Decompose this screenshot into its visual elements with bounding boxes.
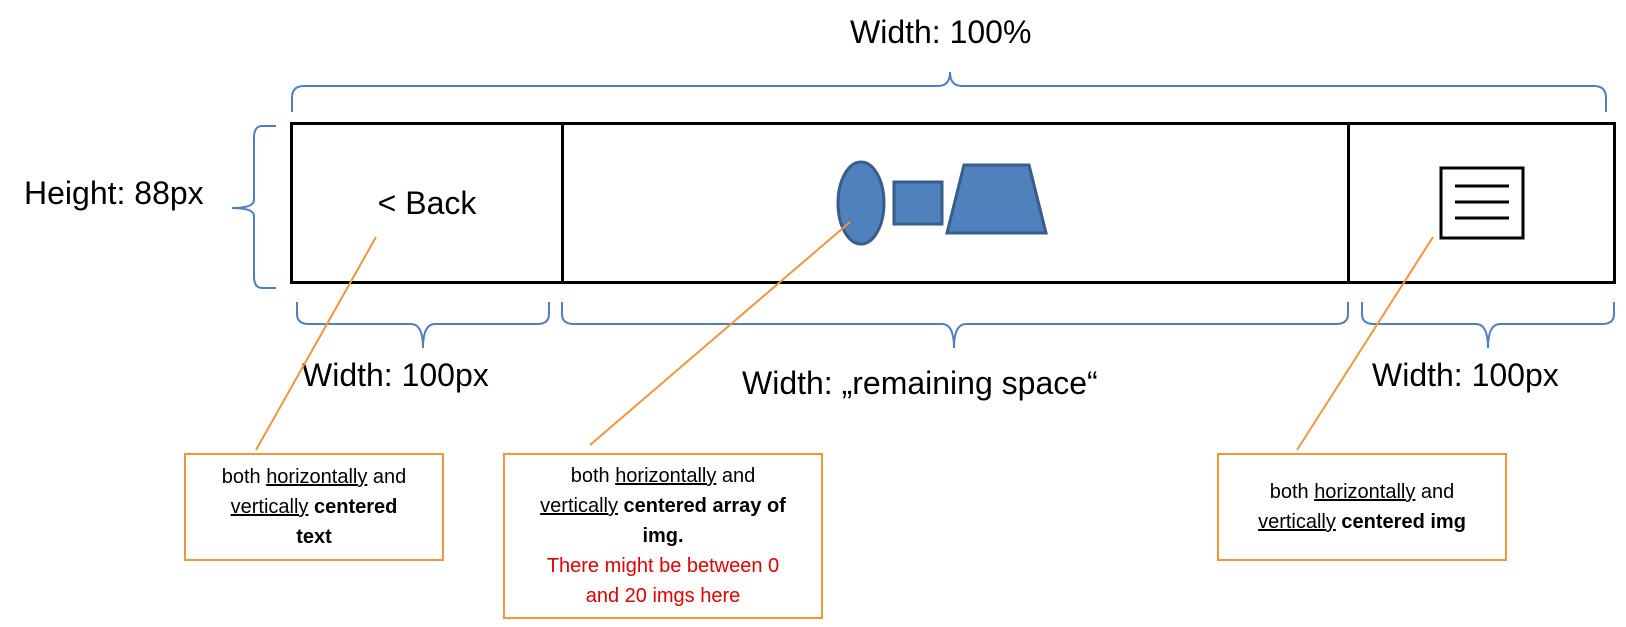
left-width-label: Width: 100px [302, 357, 489, 393]
back-section[interactable]: < Back [293, 125, 564, 281]
back-label[interactable]: < Back [377, 184, 477, 221]
height-brace [231, 125, 276, 289]
navbar-mockup: < Back [290, 122, 1616, 284]
top-brace [291, 71, 1607, 112]
right-width-brace [1361, 302, 1615, 349]
menu-section[interactable] [1350, 125, 1613, 281]
hamburger-menu-icon[interactable] [1439, 166, 1525, 240]
middle-width-label: Width: „remaining space“ [742, 365, 1098, 401]
note-middle: both horizontally and vertically centere… [503, 453, 823, 619]
square-shape [892, 180, 943, 226]
note-right: both horizontally and vertically centere… [1217, 453, 1507, 561]
middle-width-brace [561, 302, 1349, 349]
total-width-label: Width: 100% [850, 14, 1032, 50]
callout-line-middle [589, 221, 851, 446]
height-label: Height: 88px [24, 175, 204, 211]
right-width-label: Width: 100px [1372, 357, 1559, 393]
trapezoid-shape [944, 163, 1048, 235]
note-left: both horizontally and vertically centere… [184, 453, 444, 561]
left-width-brace [296, 302, 550, 349]
callout-line-right [1296, 236, 1434, 451]
callout-line-left [255, 236, 377, 451]
